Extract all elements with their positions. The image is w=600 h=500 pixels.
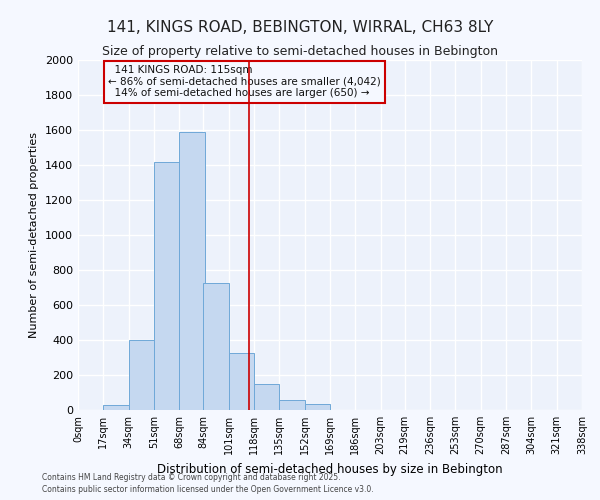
Bar <box>305 404 330 410</box>
Y-axis label: Number of semi-detached properties: Number of semi-detached properties <box>29 132 40 338</box>
Text: Contains public sector information licensed under the Open Government Licence v3: Contains public sector information licen… <box>42 486 374 494</box>
Text: Contains HM Land Registry data © Crown copyright and database right 2025.: Contains HM Land Registry data © Crown c… <box>42 473 341 482</box>
Bar <box>203 283 229 410</box>
Bar <box>179 132 205 410</box>
Bar <box>280 400 305 410</box>
Bar <box>128 340 154 410</box>
Text: 141 KINGS ROAD: 115sqm
← 86% of semi-detached houses are smaller (4,042)
  14% o: 141 KINGS ROAD: 115sqm ← 86% of semi-det… <box>108 65 380 98</box>
Bar <box>229 353 254 410</box>
Bar <box>103 405 128 410</box>
Bar <box>154 162 179 410</box>
X-axis label: Distribution of semi-detached houses by size in Bebington: Distribution of semi-detached houses by … <box>157 462 503 475</box>
Text: 141, KINGS ROAD, BEBINGTON, WIRRAL, CH63 8LY: 141, KINGS ROAD, BEBINGTON, WIRRAL, CH63… <box>107 20 493 35</box>
Bar <box>254 384 280 410</box>
Text: Size of property relative to semi-detached houses in Bebington: Size of property relative to semi-detach… <box>102 45 498 58</box>
